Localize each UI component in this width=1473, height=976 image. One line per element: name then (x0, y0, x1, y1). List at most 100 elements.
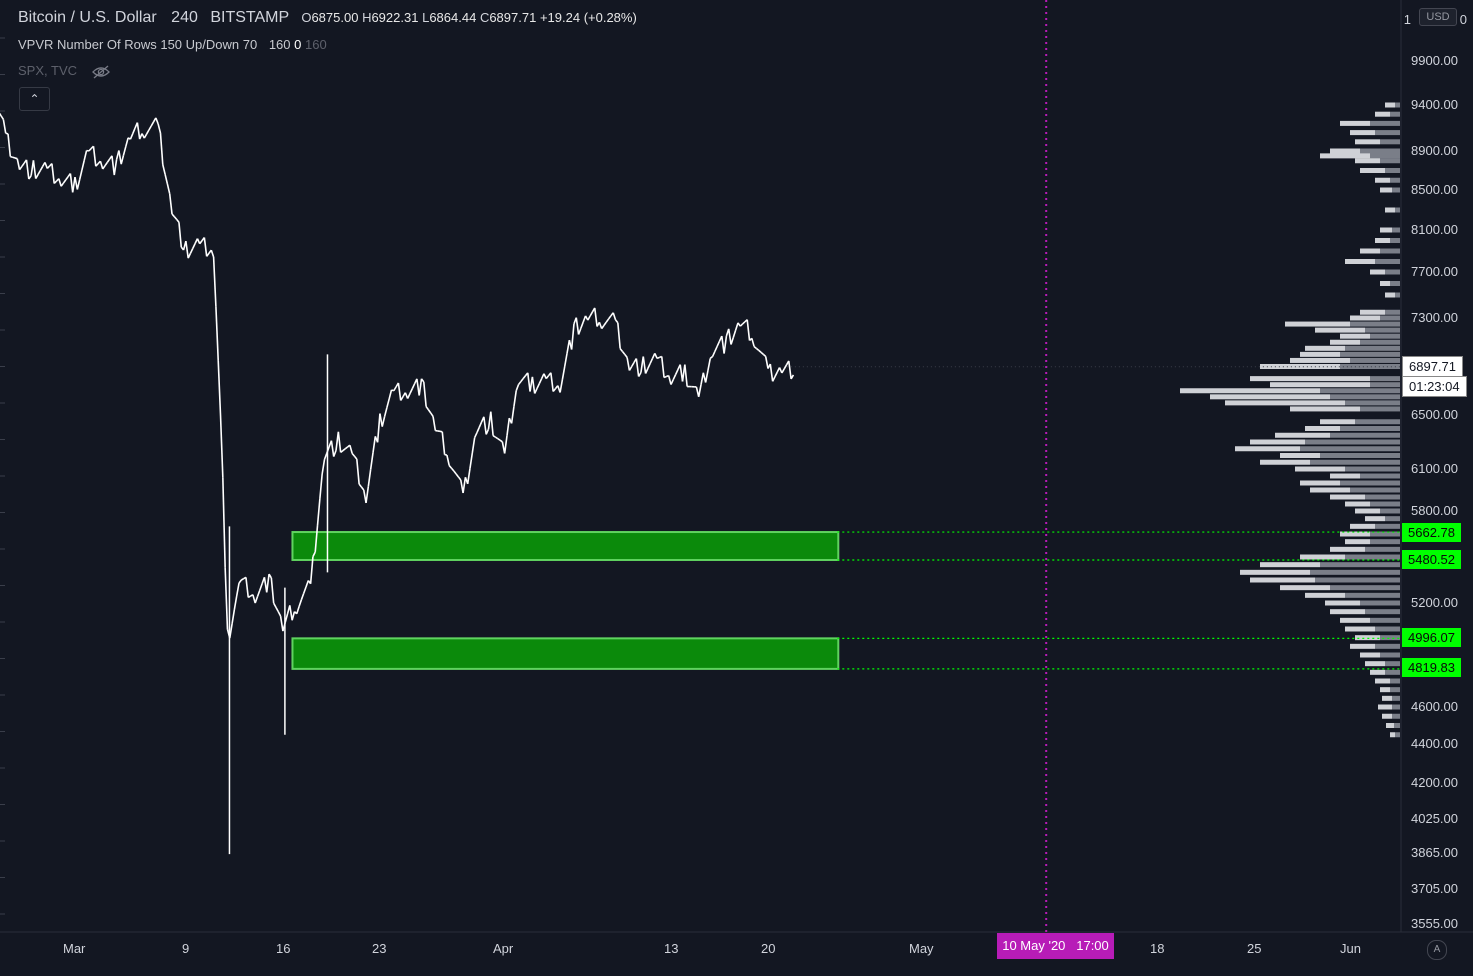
price-candle (441, 431, 446, 455)
vpvr-down-bar (1355, 419, 1400, 425)
price-candle (44, 162, 49, 169)
price-candle (136, 122, 141, 140)
price-candle (279, 615, 284, 632)
price-candle (471, 437, 476, 454)
collapse-legend-button[interactable]: ⌃ (19, 87, 50, 111)
price-candle (446, 454, 451, 466)
vpvr-down-bar (1370, 617, 1400, 623)
price-candle (83, 150, 88, 161)
price-candle (235, 582, 240, 597)
price-candle (143, 133, 148, 139)
vpvr-down-bar (1345, 554, 1400, 560)
compare-symbols[interactable]: SPX, TVC (18, 63, 78, 78)
price-candle (319, 473, 323, 500)
vpvr-up-bar (1305, 592, 1345, 598)
price-candle (176, 218, 180, 223)
vpvr-up-bar (1380, 227, 1392, 233)
price-candle (559, 379, 564, 393)
vpvr-up-bar (1380, 687, 1390, 693)
vpvr-up-bar (1375, 111, 1390, 117)
vpvr-up-bar (1330, 148, 1360, 154)
vpvr-down-bar (1350, 321, 1400, 327)
price-candle (240, 577, 245, 581)
price-candle (601, 324, 605, 330)
vpvr-down-bar (1385, 661, 1400, 667)
price-candle (189, 248, 194, 254)
price-candle (125, 137, 129, 147)
vpvr-down-bar (1380, 158, 1400, 164)
price-candle (409, 388, 413, 394)
vpvr-down-bar (1370, 333, 1400, 339)
price-candle (393, 386, 397, 392)
vpvr-up-bar (1350, 523, 1375, 529)
price-axis-label: 6500.00 (1411, 407, 1458, 422)
price-axis-label: 3705.00 (1411, 881, 1458, 896)
price-candle (545, 375, 550, 380)
vpvr-up-bar (1370, 269, 1385, 275)
price-candle (469, 452, 474, 469)
price-candle (607, 315, 612, 320)
price-candle (39, 166, 44, 171)
vpvr-down-bar (1385, 669, 1400, 675)
vpvr-down-bar (1320, 453, 1400, 458)
price-axis-label: 7300.00 (1411, 310, 1458, 325)
price-candle (113, 159, 118, 176)
price-candle (742, 321, 746, 325)
interval-label[interactable]: 240 (171, 9, 198, 26)
price-candle (300, 593, 305, 601)
price-candle (485, 428, 490, 435)
price-candle (383, 407, 388, 418)
compare-legend[interactable]: SPX, TVC (18, 63, 111, 79)
vpvr-down-bar (1385, 516, 1400, 522)
vpvr-up-bar (1250, 577, 1315, 583)
vpvr-down-bar (1395, 292, 1400, 298)
price-candle (478, 421, 483, 428)
symbol-legend[interactable]: Bitcoin / U.S. Dollar 240 BITSTAMP O6875… (18, 9, 637, 27)
price-candle (684, 364, 688, 387)
price-candle (148, 125, 152, 131)
price-candle (411, 383, 416, 390)
price-candle (432, 416, 437, 431)
price-candle (513, 390, 518, 407)
price-candle (60, 182, 65, 187)
price-candle (102, 165, 106, 170)
price-axis-label: 8900.00 (1411, 143, 1458, 158)
symbol-name[interactable]: Bitcoin / U.S. Dollar (18, 9, 157, 26)
price-candle (697, 384, 702, 397)
price-candle (305, 580, 310, 588)
price-candle (224, 567, 229, 630)
indicator-legend[interactable]: VPVR Number Of Rows 150 Up/Down 70 160 0… (18, 37, 327, 52)
vpvr-down-bar (1340, 480, 1400, 486)
price-candle (312, 551, 316, 557)
price-candle (58, 178, 62, 187)
price-candle (647, 363, 651, 369)
price-candle (734, 322, 739, 331)
price-candle (353, 455, 358, 460)
price-candle (206, 252, 210, 257)
price-candle (150, 121, 155, 127)
price-candle (217, 360, 222, 416)
price-candle (423, 381, 427, 407)
price-candle (667, 375, 672, 385)
price-candle (577, 328, 582, 335)
price-candle (356, 459, 360, 485)
auto-scale-button[interactable]: A (1427, 940, 1447, 960)
price-candle (233, 595, 238, 610)
currency-badge[interactable]: USD (1419, 8, 1457, 26)
eye-slash-icon[interactable] (91, 65, 111, 79)
price-axis-label: 7700.00 (1411, 264, 1458, 279)
price-candle (349, 444, 353, 454)
price-candle (106, 158, 111, 163)
vpvr-down-bar (1375, 643, 1400, 649)
price-candle (774, 371, 778, 378)
vpvr-down-bar (1340, 426, 1400, 431)
vpvr-up-bar (1330, 494, 1365, 500)
vpvr-up-bar (1300, 351, 1340, 357)
vpvr-down-bar (1394, 723, 1400, 728)
price-candle (5, 132, 9, 135)
price-candle (245, 577, 250, 598)
price-candle (656, 356, 660, 360)
vpvr-up-bar (1360, 652, 1380, 658)
indicator-name[interactable]: VPVR (18, 37, 54, 52)
